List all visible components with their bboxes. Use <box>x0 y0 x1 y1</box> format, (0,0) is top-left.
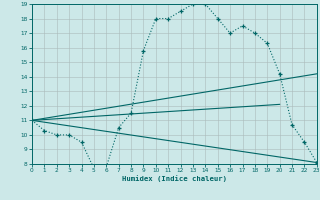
X-axis label: Humidex (Indice chaleur): Humidex (Indice chaleur) <box>122 175 227 182</box>
